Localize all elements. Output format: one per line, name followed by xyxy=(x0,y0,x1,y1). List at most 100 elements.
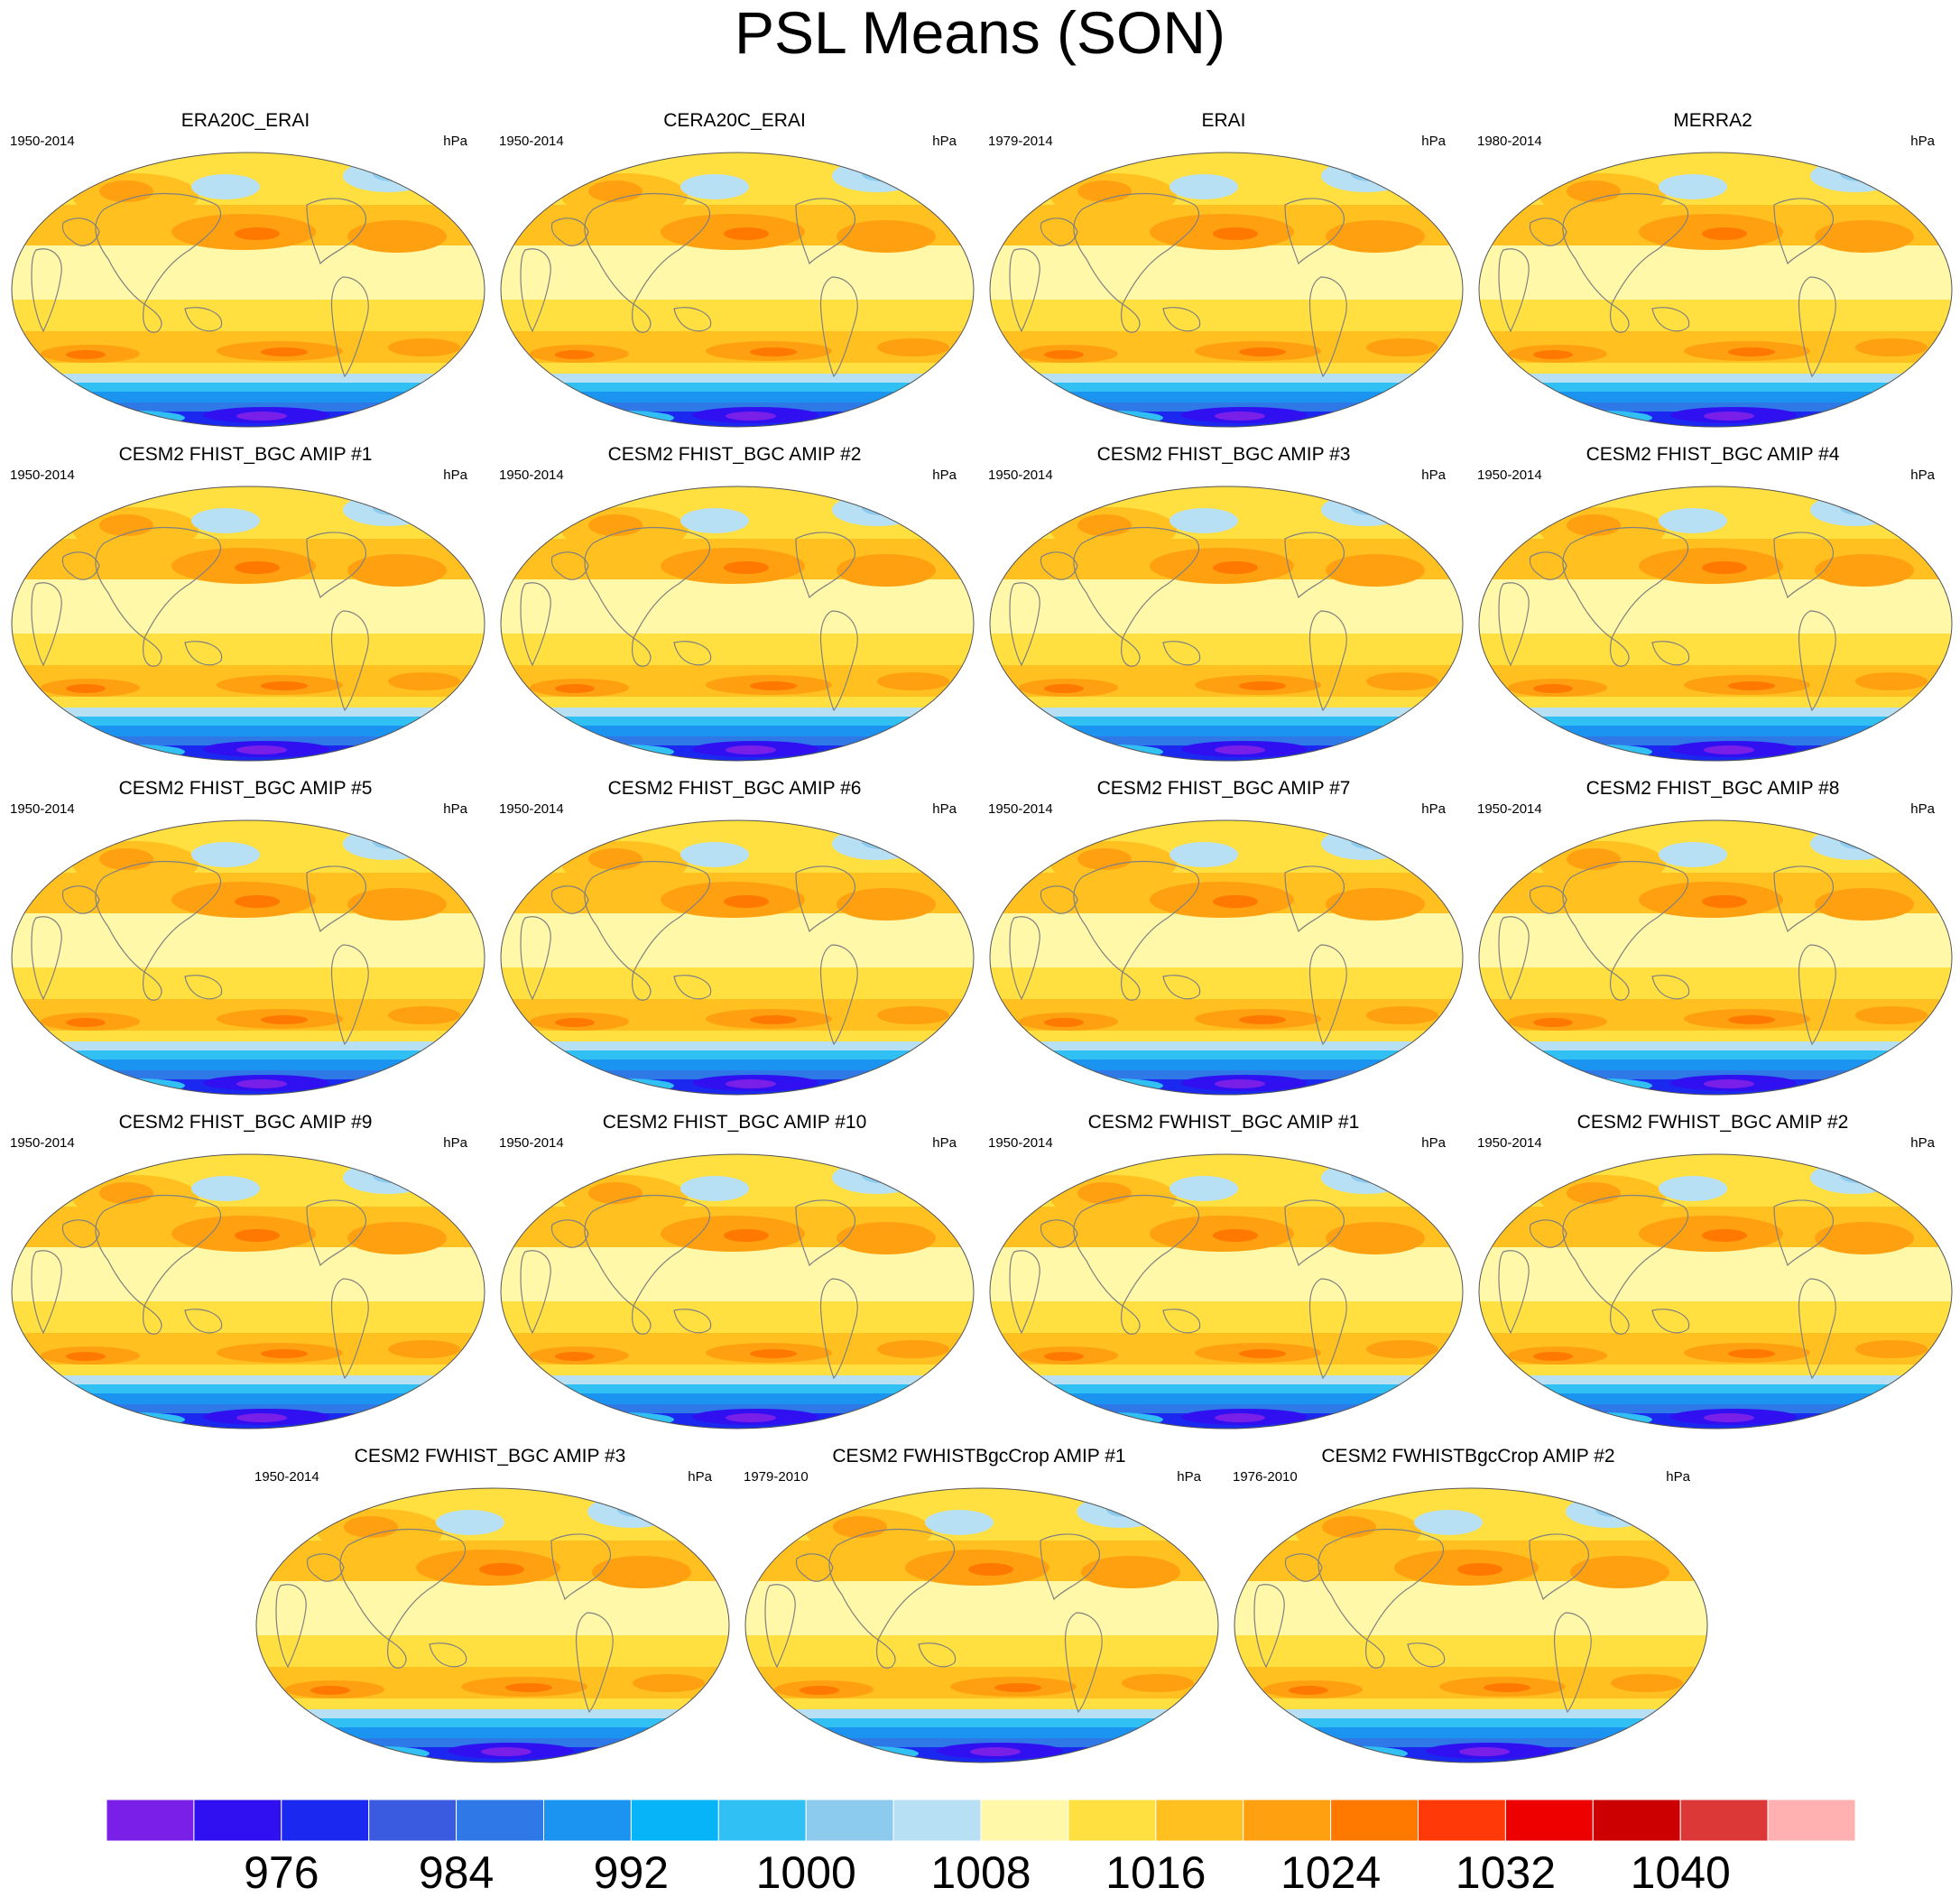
pressure-region xyxy=(877,672,949,690)
coastline xyxy=(1040,1219,1078,1248)
coastline xyxy=(1040,885,1078,914)
map-border xyxy=(989,152,1464,428)
panel-units: hPa xyxy=(932,134,957,149)
pressure-band xyxy=(745,1709,1218,1718)
pressure-band xyxy=(1479,1041,1952,1050)
pressure-region xyxy=(575,745,674,759)
map-border xyxy=(500,1153,975,1430)
pressure-band xyxy=(1479,1384,1952,1393)
pressure-region xyxy=(235,895,280,908)
pressure-band xyxy=(990,708,1463,717)
panel-title: CESM2 FWHIST_BGC AMIP #1 xyxy=(1087,1112,1360,1133)
panel-title: CESM2 FWHISTBgcCrop AMIP #1 xyxy=(832,1446,1126,1467)
panel-title: CESM2 FWHIST_BGC AMIP #2 xyxy=(1576,1112,1849,1133)
pressure-region xyxy=(347,1222,447,1254)
pressure-band xyxy=(256,1581,729,1635)
map-border xyxy=(1234,1487,1708,1763)
map-border xyxy=(11,1153,485,1430)
pressure-band xyxy=(256,1709,729,1718)
pressure-region xyxy=(1239,347,1286,356)
pressure-band xyxy=(501,634,974,665)
psl-map xyxy=(1478,486,1953,762)
pressure-band xyxy=(990,383,1463,392)
pressure-region xyxy=(1855,338,1928,356)
panel-title: CESM2 FHIST_BGC AMIP #4 xyxy=(1586,444,1840,465)
panel-period: 1950-2014 xyxy=(10,1135,75,1151)
pressure-band xyxy=(501,1041,974,1050)
coastline xyxy=(1529,551,1567,580)
psl-map xyxy=(989,819,1464,1096)
coastline xyxy=(1562,526,1689,639)
pressure-band xyxy=(501,363,974,374)
pressure-band xyxy=(256,1738,729,1747)
coastline xyxy=(306,532,366,599)
pressure-region xyxy=(862,1169,901,1183)
pressure-region xyxy=(1215,1413,1265,1422)
pressure-region xyxy=(347,554,447,587)
panel-title: CESM2 FHIST_BGC AMIP #9 xyxy=(118,1112,373,1133)
pressure-band xyxy=(1234,1727,1707,1738)
pressure-region xyxy=(800,1686,839,1695)
coastline xyxy=(330,1278,369,1380)
pressure-region xyxy=(680,174,749,199)
coastline xyxy=(520,1250,551,1335)
coastline xyxy=(575,1612,614,1714)
pressure-band xyxy=(1234,1581,1707,1635)
pressure-region xyxy=(750,347,797,356)
map-border xyxy=(500,486,975,762)
panel-units: hPa xyxy=(1910,1135,1935,1151)
pressure-region xyxy=(837,220,936,253)
pressure-band xyxy=(990,717,1463,726)
pressure-region xyxy=(373,501,412,515)
pressure-region xyxy=(750,1349,797,1358)
pressure-region xyxy=(680,508,749,533)
pressure-region xyxy=(555,350,595,359)
pressure-band xyxy=(12,1060,485,1070)
coastline xyxy=(1407,1643,1446,1668)
map-panel: CESM2 FHIST_BGC AMIP #4 1950-2014 hPa xyxy=(1469,444,1956,764)
coastline xyxy=(550,217,589,246)
coastline xyxy=(819,944,858,1046)
pressure-region xyxy=(388,1006,460,1024)
coastline xyxy=(61,1219,100,1248)
coastline xyxy=(1308,1278,1347,1380)
panel-units: hPa xyxy=(932,801,957,817)
panel-units: hPa xyxy=(1421,1135,1446,1151)
colorbar-box xyxy=(1592,1800,1681,1842)
coastline xyxy=(1009,1250,1040,1335)
pressure-region xyxy=(1810,1161,1900,1194)
pressure-region xyxy=(261,1015,308,1024)
pressure-region xyxy=(862,501,901,515)
pressure-band xyxy=(990,1384,1463,1393)
pressure-region xyxy=(1326,888,1425,921)
pressure-region xyxy=(575,1412,674,1427)
pressure-region xyxy=(86,1078,185,1093)
pressure-band xyxy=(1479,363,1952,374)
pressure-band xyxy=(501,1393,974,1404)
pressure-region xyxy=(1366,338,1438,356)
pressure-region xyxy=(343,160,433,192)
pressure-region xyxy=(99,848,153,870)
pressure-region xyxy=(726,1413,776,1422)
pressure-region xyxy=(1321,1161,1411,1194)
coastline xyxy=(1121,303,1141,333)
pressure-region xyxy=(1077,180,1132,202)
pressure-region xyxy=(726,412,776,421)
pressure-band xyxy=(745,1635,1218,1667)
coastline xyxy=(584,1194,711,1307)
pressure-region xyxy=(1659,1176,1727,1201)
coastline xyxy=(1529,1533,1589,1601)
coastline xyxy=(1498,582,1530,667)
panel-title: ERAI xyxy=(1201,110,1246,131)
pressure-region xyxy=(191,842,260,867)
colorbar-box xyxy=(1330,1800,1419,1842)
pressure-region xyxy=(191,1176,260,1201)
coastline xyxy=(61,551,100,580)
pressure-region xyxy=(1044,1352,1084,1361)
map-panel: CERA20C_ERAI 1950-2014 hPa xyxy=(491,110,978,430)
coastline xyxy=(795,1553,834,1582)
pressure-band xyxy=(990,913,1463,967)
pressure-region xyxy=(724,561,769,574)
pressure-band xyxy=(12,736,485,745)
pressure-region xyxy=(555,1352,595,1361)
